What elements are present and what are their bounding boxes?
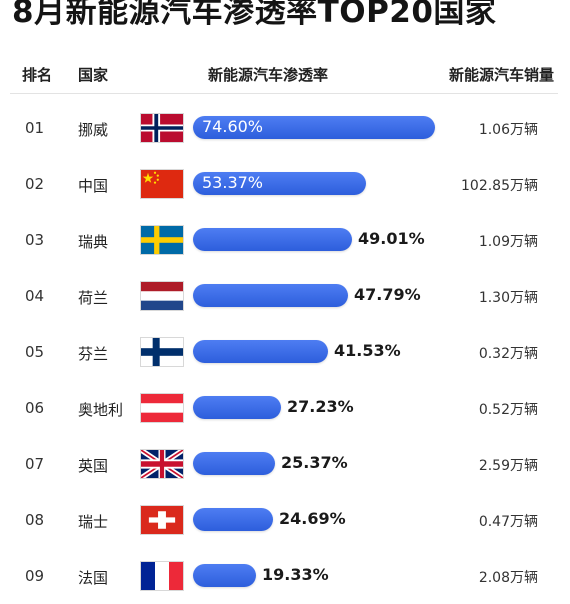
country-label: 芬兰	[78, 345, 109, 363]
data-label: 27.23%	[287, 397, 354, 416]
bar	[193, 564, 256, 587]
switzerland-flag	[140, 505, 184, 535]
sales-label: 2.59万辆	[478, 458, 538, 474]
header-country: 国家	[78, 66, 109, 84]
table-row: 01 挪威 74.60% 1.06万辆	[0, 100, 570, 156]
country-label: 瑞典	[78, 233, 109, 251]
data-label: 47.79%	[354, 285, 421, 304]
austria-flag	[140, 393, 184, 423]
sales-label: 1.09万辆	[478, 234, 538, 250]
table-row: 07 英国 25.37% 2.59万辆	[0, 436, 570, 492]
country-label: 法国	[78, 569, 109, 587]
rank-label: 08	[25, 511, 45, 529]
table-row: 02 中国 53.37% 102.85万辆	[0, 156, 570, 212]
table-row: 05 芬兰 41.53% 0.32万辆	[0, 324, 570, 380]
header-divider	[10, 93, 558, 94]
country-label: 中国	[78, 177, 109, 195]
rank-label: 09	[25, 567, 45, 585]
sales-label: 0.52万辆	[478, 402, 538, 418]
header-penetration: 新能源汽车渗透率	[208, 66, 329, 84]
table-row: 04 荷兰 47.79% 1.30万辆	[0, 268, 570, 324]
bar	[193, 228, 352, 251]
data-label: 74.60%	[202, 117, 264, 136]
rank-label: 04	[25, 287, 45, 305]
bar	[193, 340, 328, 363]
rank-label: 02	[25, 175, 45, 193]
rank-label: 05	[25, 343, 45, 361]
table-row: 03 瑞典 49.01% 1.09万辆	[0, 212, 570, 268]
country-label: 挪威	[78, 121, 109, 139]
table-row: 06 奥地利 27.23% 0.52万辆	[0, 380, 570, 436]
data-label: 49.01%	[358, 229, 425, 248]
country-label: 奥地利	[78, 401, 124, 419]
country-label: 英国	[78, 457, 109, 475]
china-flag	[140, 169, 184, 199]
header-sales: 新能源汽车销量	[448, 66, 554, 84]
rank-label: 06	[25, 399, 45, 417]
bar	[193, 116, 435, 139]
data-label: 25.37%	[281, 453, 348, 472]
data-label: 24.69%	[279, 509, 346, 528]
sales-label: 0.32万辆	[478, 346, 538, 362]
sales-label: 1.06万辆	[478, 122, 538, 138]
sales-label: 0.47万辆	[478, 514, 538, 530]
finland-flag	[140, 337, 184, 367]
bar	[193, 396, 281, 419]
page-title: 8月新能源汽车渗透率TOP20国家	[12, 0, 497, 30]
bar	[193, 284, 348, 307]
bar	[193, 508, 273, 531]
bar	[193, 172, 366, 195]
sales-label: 102.85万辆	[461, 178, 538, 194]
data-label: 53.37%	[202, 173, 264, 192]
france-flag	[140, 561, 184, 591]
table-row: 09 法国 19.33% 2.08万辆	[0, 548, 570, 604]
sweden-flag	[140, 225, 184, 255]
country-label: 瑞士	[78, 513, 109, 531]
header-rank: 排名	[22, 66, 53, 84]
rank-label: 03	[25, 231, 45, 249]
uk-flag	[140, 449, 184, 479]
rank-label: 01	[25, 119, 45, 137]
table-row: 08 瑞士 24.69% 0.47万辆	[0, 492, 570, 548]
bar	[193, 452, 275, 475]
data-label: 19.33%	[262, 565, 329, 584]
country-label: 荷兰	[78, 289, 109, 307]
netherlands-flag	[140, 281, 184, 311]
sales-label: 1.30万辆	[478, 290, 538, 306]
norway-flag	[140, 113, 184, 143]
data-label: 41.53%	[334, 341, 401, 360]
sales-label: 2.08万辆	[478, 570, 538, 586]
rank-label: 07	[25, 455, 45, 473]
